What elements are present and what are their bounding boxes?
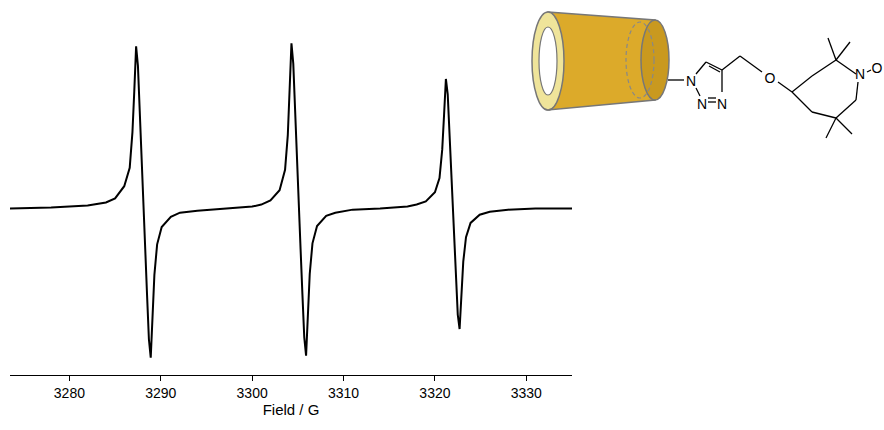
svg-text:3280: 3280: [54, 385, 85, 401]
svg-text:3330: 3330: [511, 385, 542, 401]
svg-text:3320: 3320: [419, 385, 450, 401]
svg-text:O: O: [765, 70, 776, 86]
svg-text:N: N: [717, 96, 727, 112]
svg-text:N: N: [697, 96, 707, 112]
svg-text:Field / G: Field / G: [263, 401, 320, 418]
svg-text:3290: 3290: [145, 385, 176, 401]
svg-text:N: N: [855, 66, 865, 82]
svg-text:3300: 3300: [237, 385, 268, 401]
svg-text:O: O: [872, 60, 883, 76]
svg-text:N: N: [686, 73, 696, 89]
svg-text:3310: 3310: [328, 385, 359, 401]
